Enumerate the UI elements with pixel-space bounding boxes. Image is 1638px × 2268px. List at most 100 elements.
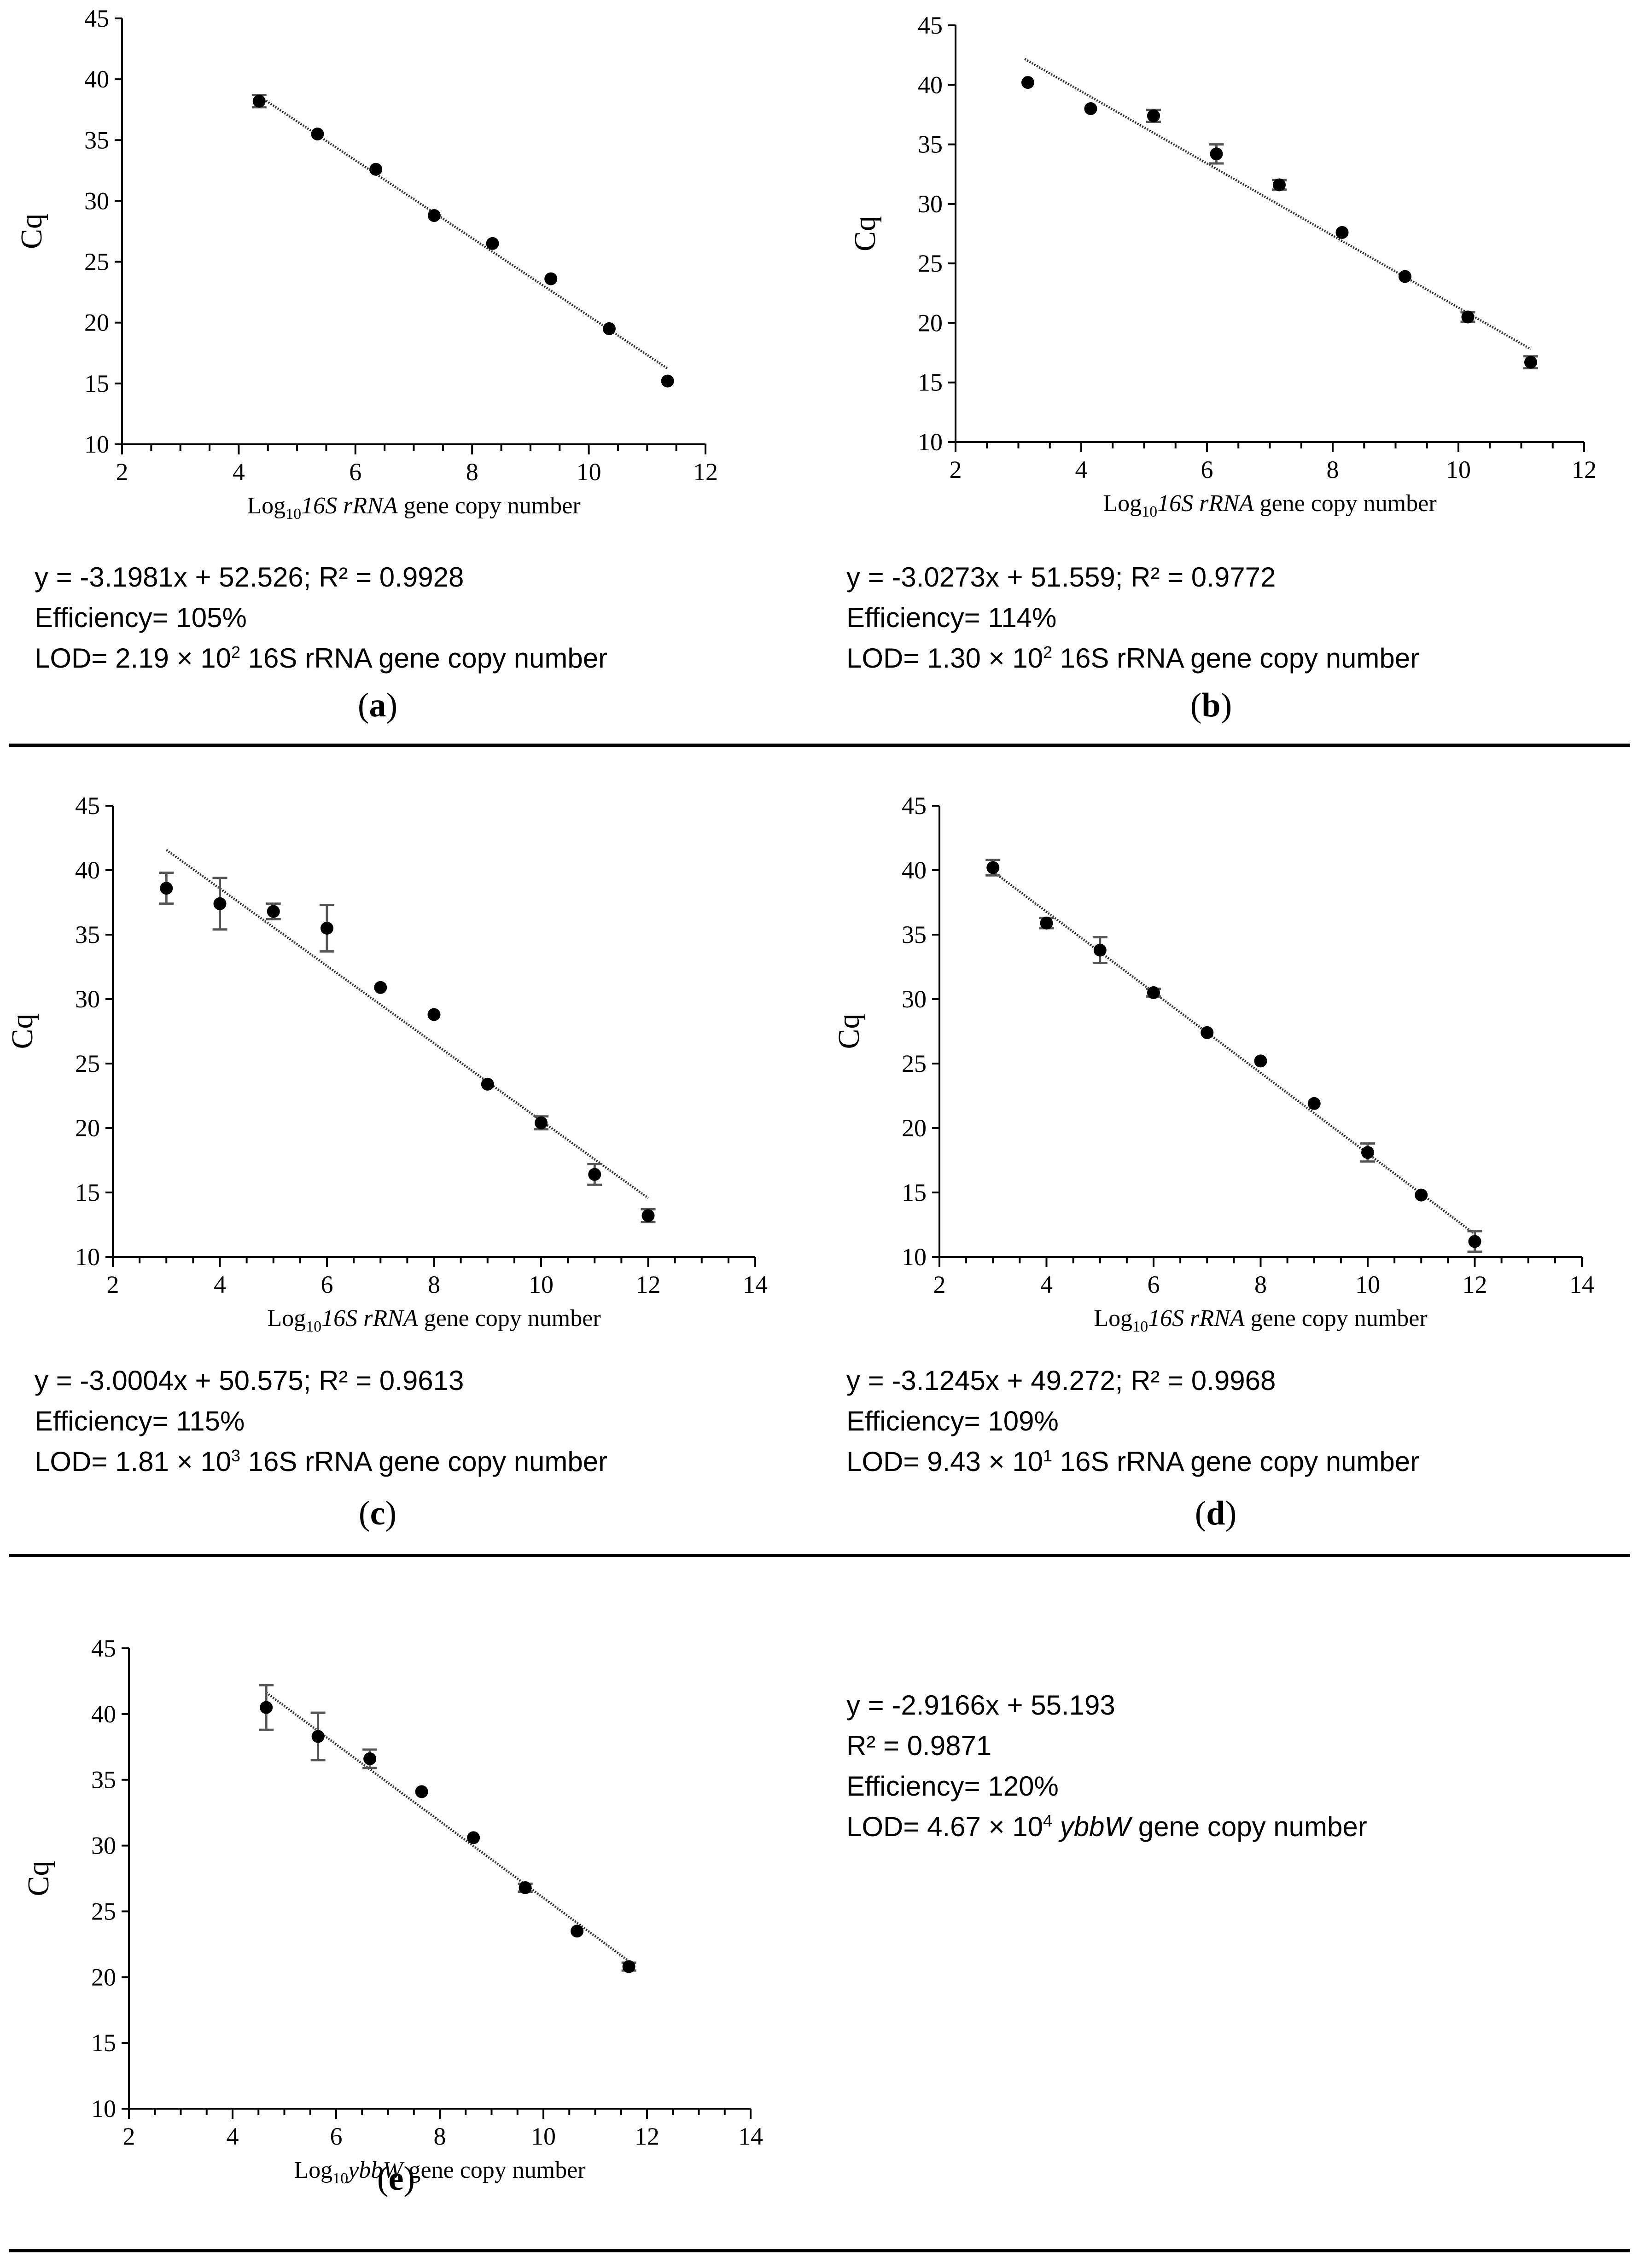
data-point-c-9: [641, 1209, 655, 1222]
data-point-b-6: [1398, 270, 1411, 283]
x-tick-label-c-2: 2: [107, 1271, 119, 1298]
data-point-a-1: [311, 128, 324, 141]
equation-a: y = -3.1981x + 52.526; R² = 0.9928: [35, 562, 464, 593]
data-point-e-0: [260, 1701, 273, 1714]
y-tick-label-e-25: 25: [91, 1897, 116, 1925]
x-tick-label-c-12: 12: [636, 1271, 661, 1298]
efficiency-a: Efficiency= 105%: [35, 602, 247, 633]
x-tick-label-c-6: 6: [321, 1271, 333, 1298]
data-point-d-3: [1147, 986, 1160, 999]
lod-d: LOD= 9.43 × 101 16S rRNA gene copy numbe…: [846, 1442, 1419, 1482]
y-tick-label-b-15: 15: [918, 369, 943, 396]
data-point-d-2: [1093, 943, 1107, 957]
panel-a: 10 15 20 25 30 35 40 45 2 4 6 8 10 12 Cq Log1016S rRNA …: [0, 0, 783, 523]
y-tick-label-c-10: 10: [75, 1243, 100, 1271]
y-tick-label-d-40: 40: [902, 856, 927, 884]
y-tick-label-e-45: 45: [91, 1634, 116, 1662]
x-tick-label-b-8: 8: [1327, 456, 1339, 483]
y-tick-label-e-10: 10: [91, 2095, 116, 2123]
lod-exp-c: 3: [231, 1446, 241, 1465]
y-tick-label-c-45: 45: [75, 792, 100, 820]
y-tick-label-a-10: 10: [84, 430, 109, 458]
r2-e: R² = 0.9871: [846, 1730, 992, 1761]
lod-prefix-a: LOD= 2.19 × 10: [35, 643, 231, 674]
y-tick-label-e-35: 35: [91, 1766, 116, 1794]
data-point-d-4: [1201, 1026, 1214, 1039]
x-tick-label-e-4: 4: [227, 2123, 239, 2150]
panel-c: 10 15 20 25 30 35 40 45 2 4 6 8 10 12 14 Cq Log1016S rRN…: [0, 783, 783, 1358]
efficiency-c: Efficiency= 115%: [35, 1406, 245, 1436]
equation-c: y = -3.0004x + 50.575; R² = 0.9613: [35, 1365, 464, 1396]
data-point-b-8: [1524, 355, 1537, 369]
data-point-e-1: [311, 1730, 325, 1743]
y-tick-label-e-20: 20: [91, 1963, 116, 1991]
y-tick-label-b-20: 20: [918, 309, 943, 337]
x-tick-label-c-8: 8: [428, 1271, 440, 1298]
y-axis-label-e: Cq: [22, 1861, 55, 1896]
panel-e: 10 15 20 25 30 35 40 45 2 4 6 8 10 12 14 Cq Log10ybbW ge…: [0, 1611, 806, 2187]
y-tick-label-c-35: 35: [75, 921, 100, 948]
chart-e: 10 15 20 25 30 35 40 45 2 4 6 8 10 12 14 Cq Log10ybbW ge…: [22, 1634, 763, 2187]
y-tick-label-d-20: 20: [902, 1114, 927, 1142]
x-axis-label-d: Log1016S rRNA gene copy number: [1094, 1305, 1427, 1335]
data-point-d-7: [1361, 1146, 1374, 1159]
data-point-e-3: [415, 1785, 428, 1798]
x-tick-label-b-4: 4: [1075, 456, 1088, 483]
data-point-b-4: [1272, 178, 1286, 192]
panel-d: 10 15 20 25 30 35 40 45 2 4 6 8 10 12 14 Cq Log1016S rRN…: [815, 783, 1638, 1358]
y-tick-label-a-25: 25: [84, 248, 109, 276]
annotation-b: y = -3.0273x + 51.559; R² = 0.9772 Effic…: [846, 557, 1419, 679]
x-tick-label-c-10: 10: [529, 1271, 554, 1298]
annotation-e: y = -2.9166x + 55.193 R² = 0.9871 Effici…: [846, 1685, 1367, 1847]
equation-e: y = -2.9166x + 55.193: [846, 1690, 1115, 1721]
data-point-a-6: [602, 322, 616, 335]
data-point-c-3: [321, 922, 333, 935]
data-point-c-6: [481, 1077, 494, 1091]
chart-d: 10 15 20 25 30 35 40 45 2 4 6 8 10 12 14 Cq Log1016S rRN…: [832, 792, 1594, 1335]
x-tick-label-d-12: 12: [1463, 1271, 1487, 1298]
panel-label-c: (c): [358, 1495, 397, 1532]
y-tick-label-d-45: 45: [902, 792, 927, 820]
lod-exp-e: 4: [1043, 1811, 1053, 1830]
panel-label-e: (e): [377, 2160, 415, 2198]
panel-letter-e: e: [388, 2160, 404, 2198]
data-point-b-7: [1461, 310, 1475, 324]
chart-a: 10 15 20 25 30 35 40 45 2 4 6 8 10 12 Cq Log1016S rRNA …: [15, 5, 718, 523]
efficiency-b: Efficiency= 114%: [846, 602, 1057, 633]
lod-exp-d: 1: [1043, 1446, 1053, 1465]
x-tick-label-d-10: 10: [1355, 1271, 1380, 1298]
data-point-a-5: [544, 272, 558, 285]
data-point-c-0: [160, 882, 173, 895]
data-point-a-3: [427, 209, 441, 222]
y-tick-label-e-30: 30: [91, 1832, 116, 1860]
y-tick-label-d-35: 35: [902, 921, 927, 948]
y-tick-label-a-30: 30: [84, 187, 109, 215]
x-tick-label-b-6: 6: [1201, 456, 1213, 483]
lod-c: LOD= 1.81 × 103 16S rRNA gene copy numbe…: [35, 1442, 607, 1482]
x-tick-label-e-14: 14: [738, 2123, 763, 2150]
lod-prefix-d: LOD= 9.43 × 10: [846, 1446, 1043, 1477]
panel-label-a: (a): [357, 686, 398, 724]
data-point-c-8: [588, 1168, 601, 1181]
y-tick-label-a-20: 20: [84, 309, 109, 337]
panel-label-d: (d): [1195, 1495, 1237, 1532]
data-point-c-4: [374, 981, 387, 994]
panel-letter-a: a: [369, 686, 386, 724]
y-tick-label-e-15: 15: [91, 2029, 116, 2057]
x-tick-label-e-10: 10: [531, 2123, 556, 2150]
data-point-c-5: [427, 1008, 441, 1021]
panel-label-b: (b): [1190, 686, 1232, 724]
trendline-a: [258, 95, 669, 370]
data-point-b-2: [1147, 109, 1160, 122]
y-tick-label-d-25: 25: [902, 1050, 927, 1077]
y-tick-label-b-10: 10: [918, 428, 943, 456]
x-axis-label-a: Log1016S rRNA gene copy number: [247, 493, 580, 523]
equation-b: y = -3.0273x + 51.559; R² = 0.9772: [846, 562, 1276, 593]
lod-suffix-d: 16S rRNA gene copy number: [1052, 1446, 1420, 1477]
y-axis-label-d: Cq: [832, 1013, 866, 1049]
data-point-b-3: [1210, 147, 1223, 161]
data-point-c-7: [535, 1116, 548, 1129]
x-tick-label-a-6: 6: [349, 458, 361, 486]
lod-e: LOD= 4.67 × 104 ybbW gene copy number: [846, 1807, 1367, 1847]
x-axis-label-b: Log1016S rRNA gene copy number: [1103, 490, 1436, 520]
